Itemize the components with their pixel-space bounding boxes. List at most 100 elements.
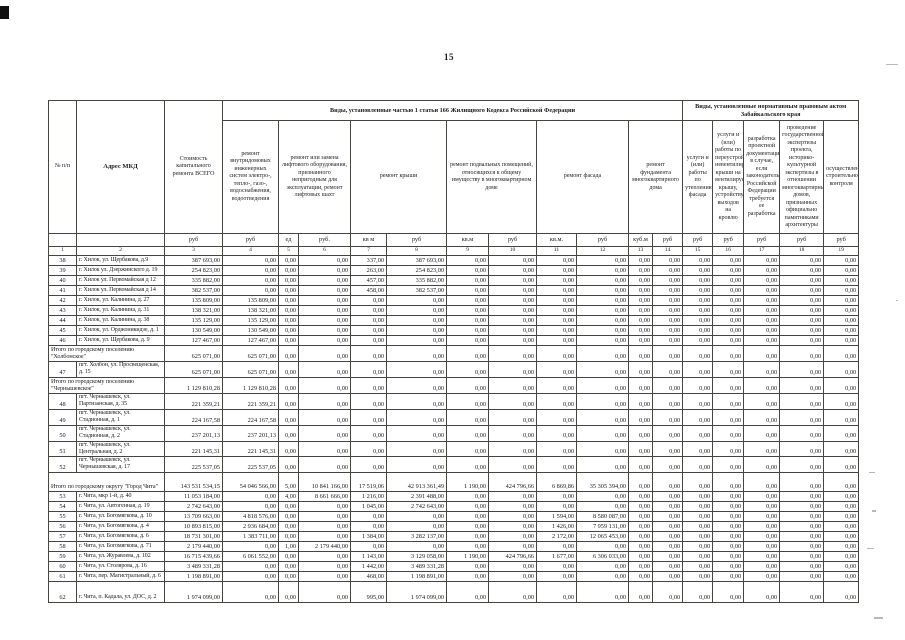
- value-cell: 3 489 331,28: [386, 561, 447, 573]
- row-number-cell: 58: [48, 541, 77, 553]
- value-cell: 0,00: [743, 335, 781, 346]
- value-cell: 0,00: [446, 344, 489, 363]
- value-cell: 0,00: [298, 561, 351, 573]
- value-cell: 0,00: [682, 511, 714, 523]
- value-cell: 0,00: [576, 541, 629, 553]
- column-number-cell: 6: [298, 246, 351, 256]
- value-cell: 0,00: [682, 344, 714, 363]
- value-cell: 0,00: [712, 424, 745, 442]
- value-cell: 2 172,00: [536, 531, 577, 543]
- row-number-cell: 42: [48, 295, 77, 306]
- value-cell: 0,00: [536, 344, 577, 363]
- row-number-cell: 61: [48, 571, 77, 583]
- column-number-cell: 15: [682, 246, 714, 256]
- value-cell: 135 129,00: [164, 315, 223, 326]
- table-row: 60 г. Чита, ул. Столярова, д. 16 3 489 331…: [48, 561, 860, 573]
- value-cell: 0,00: [779, 315, 825, 326]
- col-header-design-docs: разработка проектной документации в случ…: [743, 120, 781, 234]
- value-cell: 0,00: [682, 265, 714, 276]
- value-cell: 8 661 666,00: [298, 491, 351, 503]
- value-cell: 0,00: [823, 521, 860, 533]
- value-cell: 0,00: [779, 409, 825, 426]
- table-body: 38 г. Хилок, ул. Щербакова, д.9 387 693,00…: [48, 255, 860, 604]
- value-cell: 0,00: [712, 501, 745, 513]
- value-cell: 0,00: [682, 541, 714, 553]
- value-cell: 0,00: [488, 305, 537, 316]
- value-cell: 0,00: [743, 571, 781, 583]
- table-row: 46 г. Хилок, ул. Щербакова, д. 9 127 467,0…: [48, 335, 860, 346]
- address-cell: пгт. Чернышевск, ул. Чернышевская, д. 17: [76, 456, 165, 474]
- value-cell: 42 913 361,49: [386, 472, 447, 493]
- value-cell: 0,00: [823, 541, 860, 553]
- table-row: 53 г. Чита, мкр 1-й, д. 40 11 053 184,00 0,…: [48, 491, 860, 503]
- value-cell: 135 129,00: [222, 315, 279, 326]
- value-cell: 10 841 166,00: [298, 472, 351, 493]
- value-cell: 468,00: [350, 571, 387, 583]
- value-cell: 0,00: [712, 377, 745, 395]
- value-cell: 335 882,00: [386, 275, 447, 286]
- value-cell: 0,00: [651, 440, 684, 458]
- value-cell: 0,00: [823, 335, 860, 346]
- value-cell: 0,00: [779, 335, 825, 346]
- value-cell: 0,00: [823, 501, 860, 513]
- value-cell: 6 306 033,00: [576, 551, 629, 563]
- value-cell: 0,00: [446, 255, 489, 266]
- value-cell: 0,00: [712, 521, 745, 533]
- value-cell: 0,00: [298, 424, 351, 442]
- value-cell: 0,00: [628, 285, 653, 296]
- table-row: 42 г. Хилок, ул. Калинина, д. 27 135 809,0…: [48, 295, 860, 306]
- value-cell: 0,00: [712, 361, 745, 379]
- value-cell: 0,00: [576, 275, 629, 286]
- table-row: 47 пгт. Холбон, ул. Просвещенская, д. 15 6…: [48, 361, 860, 379]
- table-row: 56 г. Чита, ул. Богомягкова, д. 4 10 893 8…: [48, 521, 860, 533]
- value-cell: 0,00: [488, 409, 537, 426]
- unit-cell: руб: [823, 233, 860, 247]
- value-cell: 0,00: [628, 456, 653, 474]
- value-cell: 0,00: [651, 472, 684, 493]
- value-cell: 0,00: [488, 393, 537, 411]
- value-cell: 0,00: [682, 335, 714, 346]
- value-cell: 457,00: [350, 275, 387, 286]
- value-cell: 0,00: [779, 325, 825, 336]
- value-cell: 138 321,00: [164, 305, 223, 316]
- column-number-cell: 18: [779, 246, 825, 256]
- table-row: 58 г. Чита, ул. Богомягкова, д. 71 2 179 4…: [48, 541, 860, 553]
- capital-repair-table: № п/п Адрес МКД Стоимость капитального р…: [48, 100, 860, 604]
- value-cell: 0,00: [628, 472, 653, 493]
- value-cell: 130 549,00: [222, 325, 279, 336]
- value-cell: 1 384,00: [350, 531, 387, 543]
- value-cell: 0,00: [576, 377, 629, 395]
- value-cell: 0,00: [682, 255, 714, 266]
- value-cell: 387 693,00: [386, 255, 447, 266]
- col-header-basement: ремонт подвальных помещений, относящихся…: [446, 120, 537, 234]
- row-number-cell: 43: [48, 305, 77, 316]
- value-cell: 0,00: [536, 295, 577, 306]
- value-cell: 0,00: [712, 511, 745, 523]
- value-cell: 995,00: [350, 581, 387, 604]
- value-cell: 0,00: [446, 285, 489, 296]
- value-cell: 1 216,00: [350, 491, 387, 503]
- value-cell: 0,00: [628, 409, 653, 426]
- value-cell: 0,00: [743, 561, 781, 573]
- value-cell: 1 190,00: [446, 472, 489, 493]
- column-numbers-row: 1 2 3 4 5 6 7 8 9 10 11 12 13 14 15 16 1…: [48, 246, 860, 256]
- value-cell: 0,00: [628, 325, 653, 336]
- value-cell: 13 709 663,00: [164, 511, 223, 523]
- col-header-facade: ремонт фасада: [536, 120, 629, 234]
- address-cell: г. Хилок, ул. Орджоникидзе, д. 1: [76, 325, 165, 336]
- value-cell: 0,00: [779, 531, 825, 543]
- value-cell: 0,00: [576, 440, 629, 458]
- column-number-cell: 19: [823, 246, 860, 256]
- value-cell: 0,00: [222, 571, 279, 583]
- value-cell: 0,00: [488, 561, 537, 573]
- value-cell: 0,00: [488, 541, 537, 553]
- value-cell: 1 190,00: [446, 551, 489, 563]
- value-cell: 1 198 891,00: [164, 571, 223, 583]
- value-cell: 54 046 566,00: [222, 472, 279, 493]
- value-cell: 0,00: [743, 295, 781, 306]
- value-cell: 0,00: [823, 472, 860, 493]
- unit-cell: [76, 233, 165, 247]
- value-cell: 0,00: [446, 561, 489, 573]
- value-cell: 237 201,13: [222, 424, 279, 442]
- value-cell: 0,00: [712, 456, 745, 474]
